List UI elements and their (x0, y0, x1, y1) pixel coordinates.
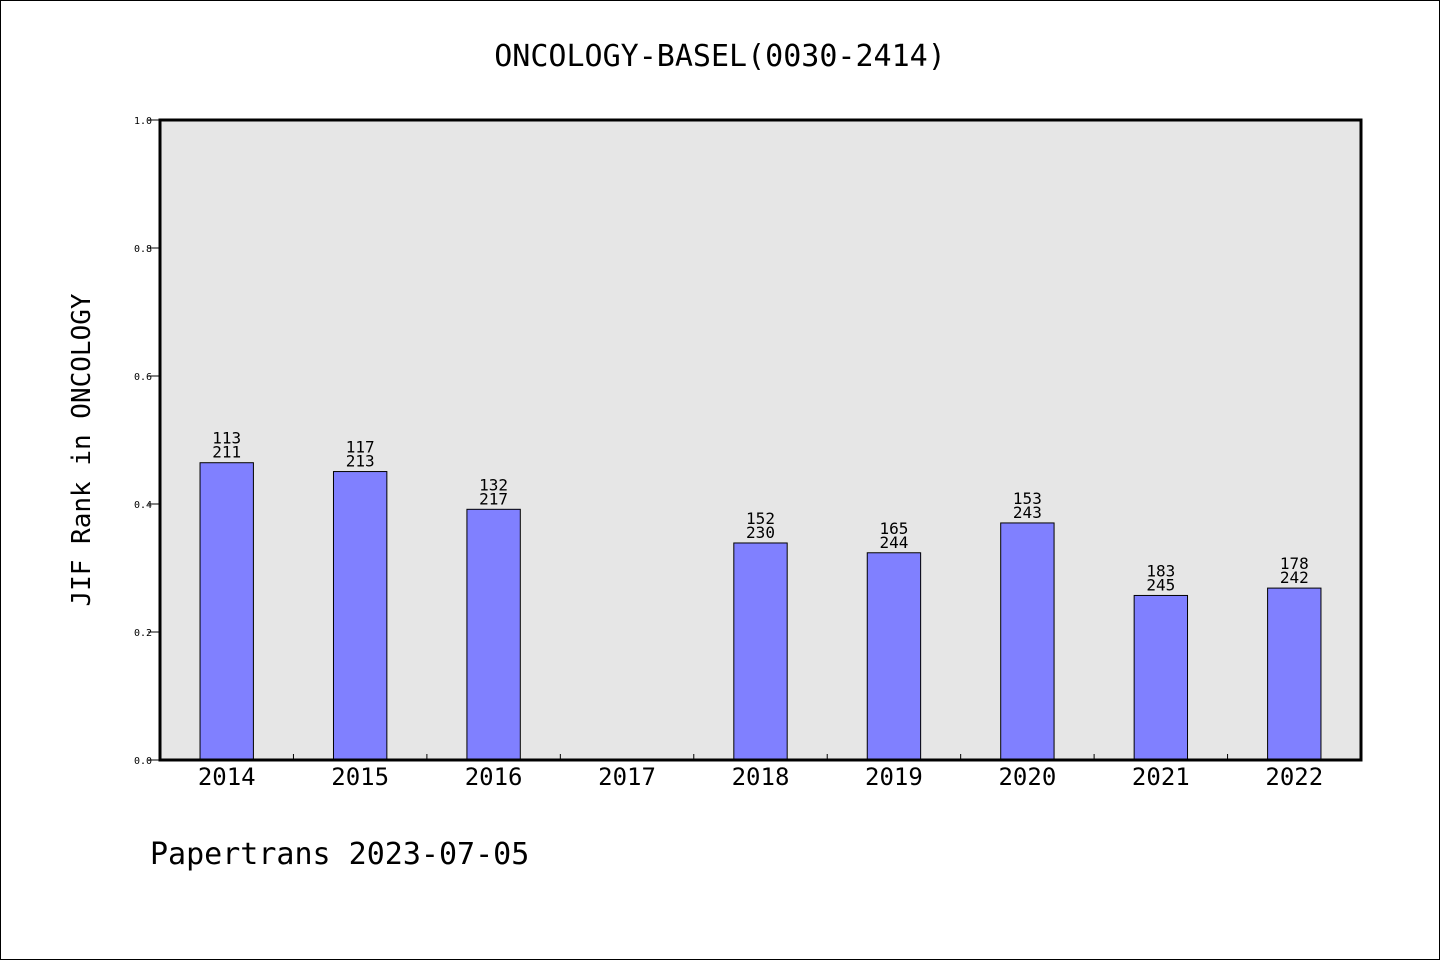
bar-rank-label: 165 (879, 519, 908, 538)
bar-rank-label: 113 (212, 429, 241, 448)
x-tick-label: 2017 (598, 763, 656, 791)
bar-rank-label: 117 (346, 438, 375, 457)
y-tick-label: 0.8 (134, 244, 152, 255)
x-tick-label: 2014 (198, 763, 256, 791)
x-tick-label: 2019 (865, 763, 923, 791)
bar-total-label: 242 (1280, 568, 1309, 587)
bar-total-label: 217 (479, 489, 508, 508)
x-tick-label: 2016 (465, 763, 523, 791)
chart-title: ONCOLOGY-BASEL(0030-2414) (494, 39, 946, 74)
bar-total-label: 244 (879, 533, 908, 552)
y-tick-label: 0.6 (134, 372, 152, 383)
bar-2014 (199, 462, 254, 761)
bar-rank-label: 132 (479, 475, 508, 494)
bar-2021 (1133, 594, 1189, 761)
bar-total-label: 230 (746, 523, 775, 542)
y-tick-label: 1.0 (134, 116, 152, 127)
x-ticks-layer: 2014 2015 2016 2017 2018 2019 2020 2021 2022 (198, 754, 1323, 791)
bar-2015 (332, 471, 388, 761)
bar-rank-label: 152 (746, 509, 775, 528)
bar-total-label: 245 (1146, 575, 1175, 594)
footer-text: Papertrans 2023-07-05 (150, 837, 529, 872)
bar-2018 (733, 542, 788, 761)
x-tick-label: 2021 (1132, 763, 1190, 791)
y-tick-label: 0.2 (134, 628, 152, 639)
bar-rank-label: 153 (1013, 489, 1042, 508)
bar-rank-label: 183 (1146, 561, 1175, 580)
bar-2019 (866, 552, 922, 761)
y-tick-label: 0.0 (134, 756, 152, 767)
bar-2020 (1000, 522, 1055, 761)
y-ticks-layer: 0.0 0.2 0.4 0.6 0.8 1.0 (134, 116, 160, 767)
x-tick-label: 2015 (331, 763, 389, 791)
y-axis-label: JIF Rank in ONCOLOGY (67, 293, 97, 606)
x-tick-label: 2020 (998, 763, 1056, 791)
bar-total-label: 243 (1013, 503, 1042, 522)
y-tick-label: 0.4 (134, 500, 152, 511)
plot-border (158, 118, 1363, 762)
x-tick-label: 2022 (1265, 763, 1323, 791)
bar-2016 (466, 508, 521, 761)
bar-total-label: 211 (212, 443, 241, 462)
bar-total-label: 213 (346, 452, 375, 471)
x-tick-label: 2018 (732, 763, 790, 791)
bar-2022 (1267, 587, 1322, 761)
bar-rank-label: 178 (1280, 554, 1309, 573)
